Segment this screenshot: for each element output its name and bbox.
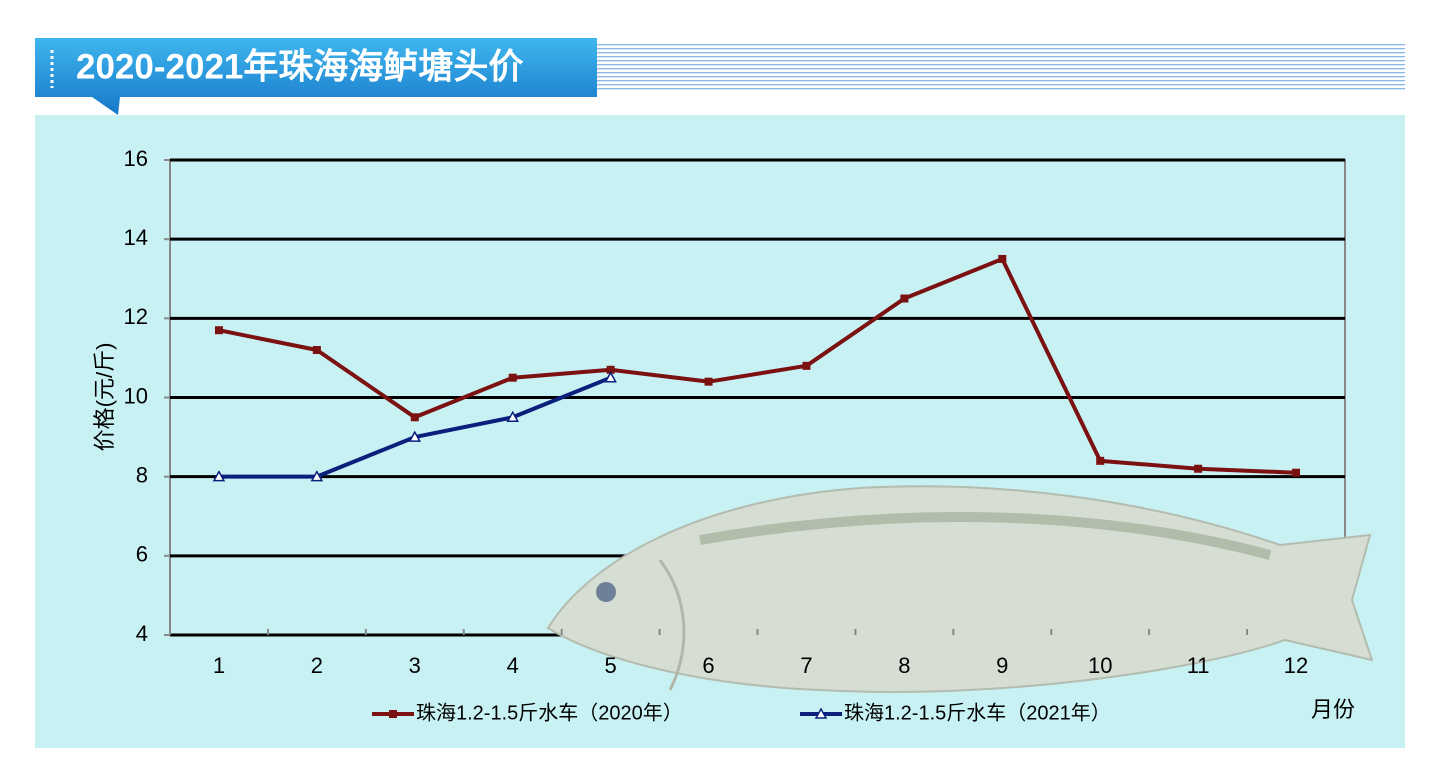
point [1194,464,1203,473]
x-tick-label: 11 [1187,653,1210,678]
chart-title: 2020-2021年珠海海鲈塘头价 [76,47,523,86]
y-tick-label: 8 [136,462,148,487]
y-tick-label: 4 [136,621,148,646]
legend-label: 珠海1.2-1.5斤水车（2021年） [844,701,1111,724]
legend-marker [814,707,828,719]
point [606,365,615,374]
x-tick-label: 5 [605,653,617,678]
x-tick-label: 4 [507,653,519,678]
point [310,470,324,482]
x-tick-label: 1 [213,653,225,678]
point [508,373,517,382]
series-line [218,256,1297,475]
y-tick-label: 12 [124,304,148,329]
point [1292,468,1301,477]
point [212,470,226,482]
title-banner [35,38,597,115]
x-axis-label: 月份 [1311,697,1355,722]
y-axis-label: 价格(元/斤) [92,343,117,452]
point [1096,456,1105,465]
y-tick-label: 10 [124,383,148,408]
point [410,413,419,422]
y-tick-label: 14 [124,225,148,250]
y-tick-label: 6 [136,542,148,567]
point [604,371,617,383]
x-tick-label: 7 [800,653,812,678]
point [802,361,811,370]
point [900,294,909,303]
x-tick-label: 2 [311,653,323,678]
fish-illustration [546,485,1374,693]
legend-label: 珠海1.2-1.5斤水车（2020年） [416,701,683,724]
point [704,377,713,386]
x-tick-label: 3 [409,653,421,678]
x-tick-label: 12 [1284,653,1308,678]
point [312,346,321,354]
point [998,254,1007,263]
x-tick-label: 9 [996,653,1008,678]
stripes [597,42,1405,90]
x-tick-label: 6 [702,653,714,678]
point [214,326,223,335]
legend-marker [389,710,397,718]
x-tick-label: 10 [1088,653,1112,678]
y-tick-label: 16 [124,146,148,171]
point [408,430,422,442]
x-tick-label: 8 [898,653,910,678]
point [506,410,519,423]
